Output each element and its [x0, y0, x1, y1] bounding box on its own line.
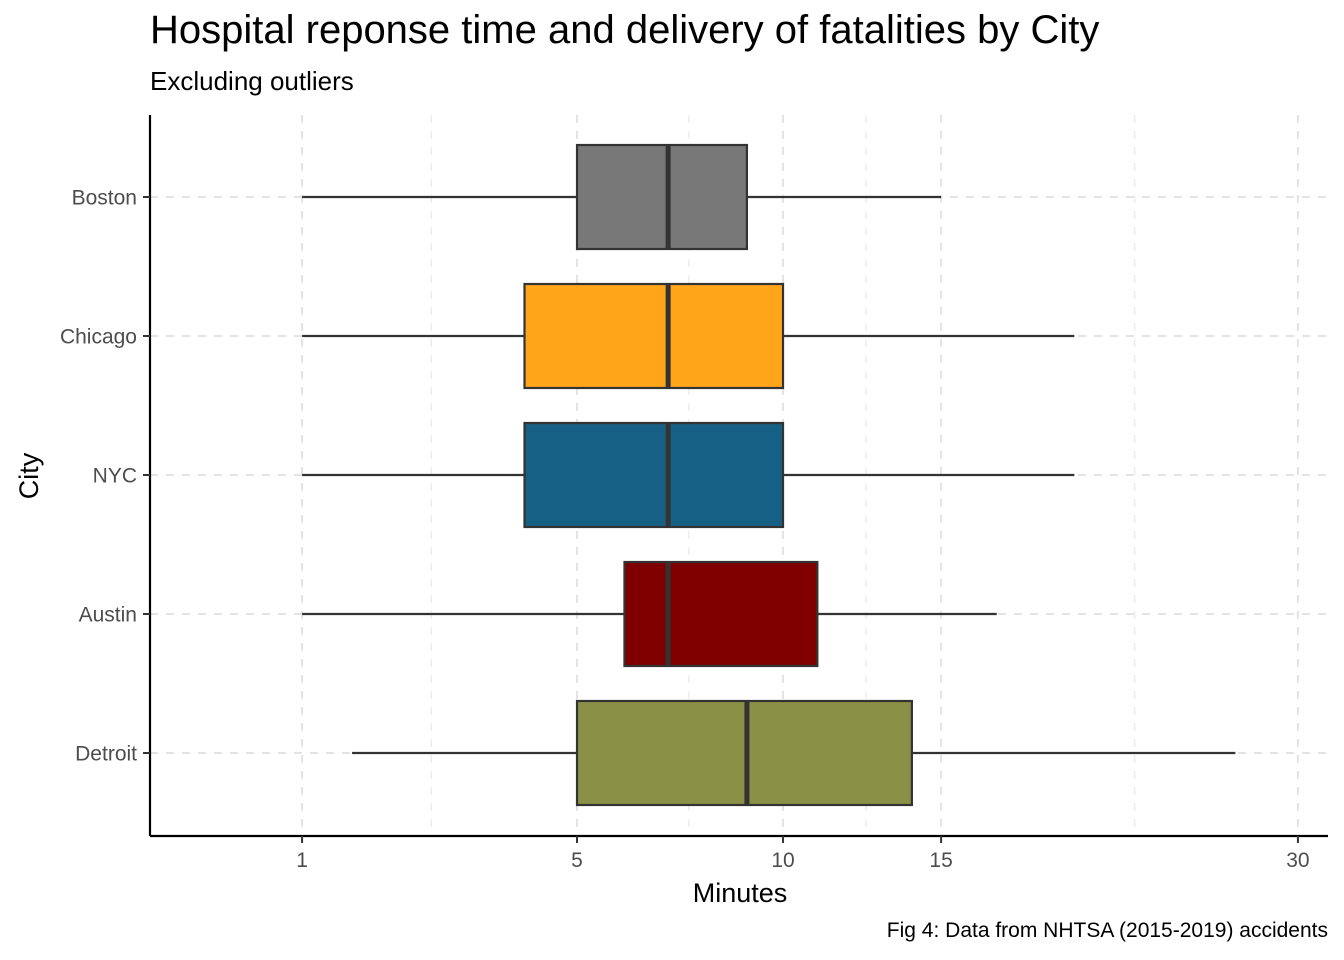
whiskers — [302, 195, 1236, 755]
box-chicago — [523, 282, 785, 390]
boxes — [523, 143, 913, 807]
y-tick-label: NYC — [93, 465, 137, 488]
y-tick-label: Boston — [72, 187, 137, 210]
box-nyc — [523, 421, 785, 529]
y-tick-label: Austin — [79, 604, 137, 627]
x-axis-label: Minutes — [693, 878, 788, 908]
x-tick-label: 1 — [296, 849, 308, 872]
box-austin — [623, 560, 819, 668]
x-tick-label: 5 — [571, 849, 583, 872]
box-boston — [575, 143, 749, 251]
chart-caption: Fig 4: Data from NHTSA (2015-2019) accid… — [886, 919, 1328, 942]
chart-subtitle: Excluding outliers — [150, 66, 354, 96]
y-tick-label: Detroit — [75, 743, 137, 766]
y-axis-label: City — [14, 452, 44, 499]
x-tick-label: 15 — [929, 849, 952, 872]
x-tick-label: 30 — [1286, 849, 1309, 872]
y-tick-label: Chicago — [60, 326, 137, 349]
chart-title: Hospital reponse time and delivery of fa… — [150, 8, 1100, 52]
x-tick-label: 10 — [771, 849, 794, 872]
